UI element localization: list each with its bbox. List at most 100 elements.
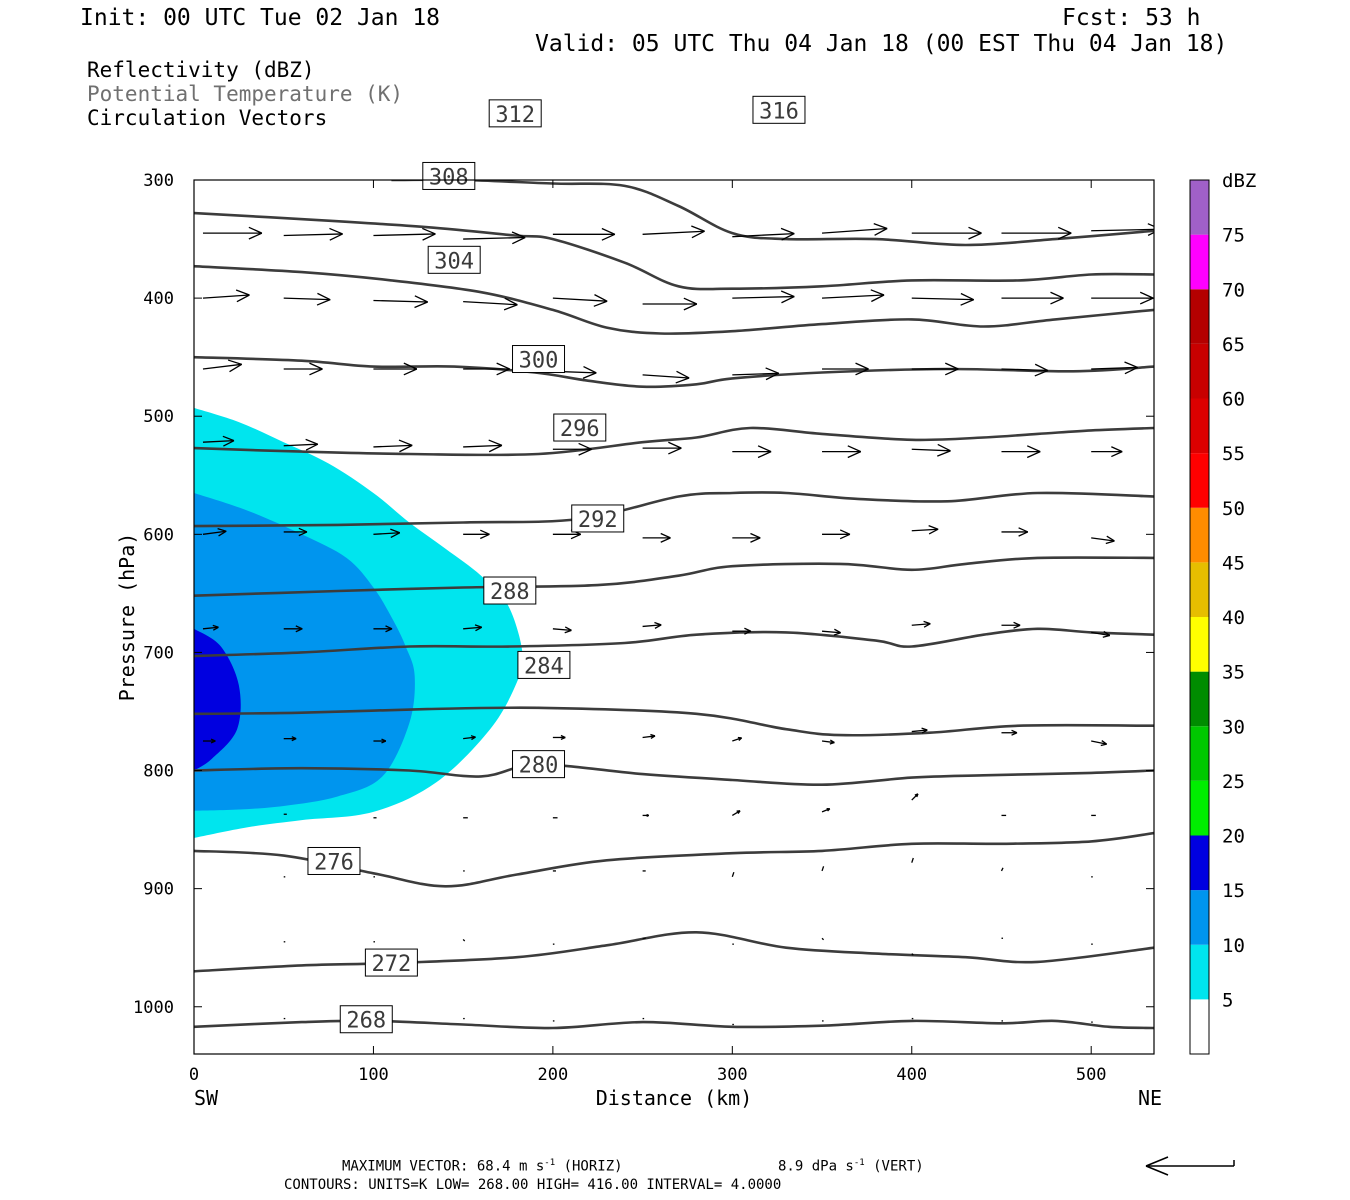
circulation-vector: [911, 620, 931, 628]
colorbar-label: 70: [1222, 279, 1245, 301]
colorbar-bin: [1190, 507, 1209, 563]
colorbar-bin: [1190, 671, 1209, 727]
theta-contour-272: [194, 930, 1154, 973]
theta-contour-284: [194, 706, 1154, 737]
x-tick-label: 400: [896, 1065, 927, 1085]
colorbar-label: 40: [1222, 607, 1245, 629]
x-end-right: NE: [1138, 1086, 1162, 1110]
colorbar-bin: [1190, 999, 1209, 1054]
reflectivity-region-15dbz: [194, 628, 241, 771]
circulation-vector: [822, 289, 885, 303]
contour-label-316: 316: [759, 99, 799, 124]
circulation-vector: [732, 367, 780, 381]
circulation-vector: [732, 227, 795, 241]
circulation-vector: [1091, 740, 1108, 747]
contour-label-312: 312: [495, 103, 535, 128]
colorbar-label: 30: [1222, 716, 1245, 738]
circulation-vector: [373, 738, 387, 744]
circulation-vector: [283, 625, 303, 633]
circulation-vector: [283, 527, 308, 537]
circulation-vector: [373, 528, 401, 539]
theta-contour-308: [194, 264, 1154, 335]
circulation-vector: [642, 733, 656, 739]
circulation-vector: [283, 227, 343, 241]
circulation-vector: [732, 736, 743, 742]
circulation-vector: [1091, 630, 1111, 638]
max-vector-vert: 8.9 dPa s-1 (VERT): [778, 1158, 924, 1175]
circulation-vector: [202, 359, 243, 373]
colorbar-bin: [1190, 780, 1209, 836]
circulation-vector: [642, 225, 705, 239]
circulation-vector: [283, 362, 323, 376]
contour-label-304: 304: [434, 249, 474, 274]
x-tick-label: 500: [1076, 1065, 1107, 1085]
circulation-vector: [911, 857, 914, 863]
circulation-vector: [1091, 291, 1154, 305]
y-tick-label: 700: [143, 643, 174, 663]
x-tick-label: 100: [358, 1065, 389, 1085]
x-tick-label: 0: [189, 1065, 199, 1085]
colorbar-label: 20: [1222, 826, 1245, 848]
colorbar-bin: [1190, 835, 1209, 891]
y-tick-label: 900: [143, 880, 174, 900]
circulation-vector: [732, 290, 795, 304]
contour-label-box-308: [422, 161, 476, 190]
theta-contour-300: [194, 426, 1154, 457]
forecast-hour: Fcst: 53 h: [1062, 5, 1201, 31]
circulation-vector: [1091, 446, 1123, 458]
circulation-vector: [1000, 867, 1004, 872]
circulation-vector: [1001, 291, 1064, 305]
circulation-vector: [821, 866, 825, 872]
colorbar-label: 35: [1222, 662, 1245, 684]
circulation-vector: [552, 734, 566, 741]
contour-label-box-300: [512, 345, 566, 374]
circulation-vector: [1001, 729, 1018, 736]
x-axis-title: Distance (km): [596, 1086, 753, 1110]
max-vector-horiz: MAXIMUM VECTOR: 68.4 m s-1 (HORIZ): [342, 1158, 623, 1175]
contour-label-box-272: [364, 948, 418, 977]
y-tick-label: 600: [143, 525, 174, 545]
contour-label-box-312: [488, 99, 542, 128]
circulation-vector: [821, 739, 835, 745]
axes: 0 100 200 300 400 500 300 400 500 600 700 800 900 100…: [133, 171, 1154, 1085]
contour-label-box-304: [427, 245, 481, 274]
contour-label-box-276: [307, 846, 361, 875]
circulation-vector: [911, 953, 914, 956]
y-tick-label: 500: [143, 407, 174, 427]
circulation-vector: [821, 628, 841, 636]
circulation-vector: [202, 226, 263, 240]
colorbar-bin: [1190, 617, 1209, 672]
circulation-vector: [1091, 223, 1154, 236]
colorbar-label: 10: [1222, 935, 1245, 957]
colorbar-bin: [1190, 562, 1209, 617]
contour-label-284: 284: [524, 654, 564, 679]
colorbar-label: 15: [1222, 880, 1245, 902]
circulation-vector: [1001, 527, 1029, 537]
contour-label-292: 292: [578, 508, 618, 533]
circulation-vector: [1091, 535, 1115, 545]
circulation-vector: [821, 937, 825, 941]
x-tick-label: 200: [538, 1065, 569, 1085]
contour-label-box-288: [483, 576, 537, 605]
circulation-vector: [202, 435, 235, 447]
circulation-vector: [1001, 226, 1072, 240]
circulation-vector: [911, 525, 939, 535]
circulation-vector: [283, 292, 331, 306]
colorbar-label: 55: [1222, 443, 1245, 465]
contour-label-box-268: [339, 1005, 393, 1034]
reflectivity-shading: [194, 407, 523, 838]
y-tick-label: 1000: [133, 998, 174, 1018]
theta-contour-316: [391, 180, 1154, 247]
x-end-left: SW: [194, 1086, 219, 1110]
colorbar-title: dBZ: [1222, 170, 1256, 192]
contour-label-box-280: [512, 750, 566, 779]
circulation-vector: [373, 227, 436, 241]
circulation-vector: [202, 624, 219, 631]
colorbar: 5 10 15 20 25 30 35 40 45 50 55 60 65 70 75 dBZ: [1189, 170, 1256, 1055]
colorbar-bin: [1190, 289, 1209, 344]
theta-contour-268: [194, 1019, 1154, 1030]
circulation-vector: [911, 793, 919, 801]
theta-contour-280: [194, 763, 1154, 787]
circulation-vector: [642, 297, 698, 311]
contour-label-276: 276: [314, 850, 354, 875]
